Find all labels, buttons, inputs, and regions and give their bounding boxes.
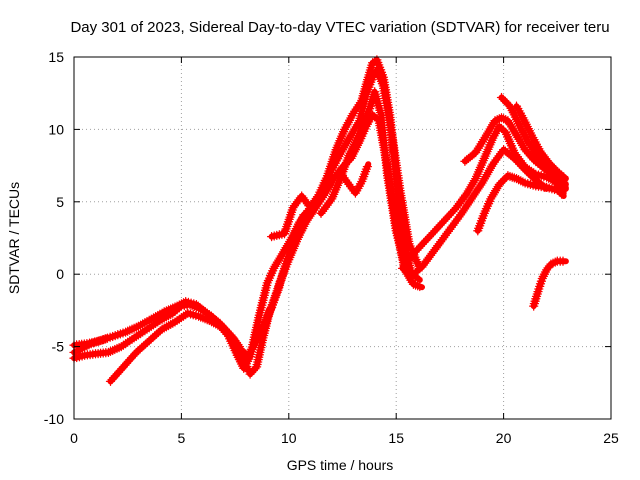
x-tick-labels: 0 5 10 15 20 25	[70, 430, 619, 446]
y-tick-label: 0	[56, 266, 64, 282]
series-markers-arc-11	[473, 171, 567, 236]
y-tick-label: 10	[48, 121, 64, 137]
grid-lines	[74, 57, 611, 419]
x-tick-label: 25	[603, 430, 619, 446]
plot-frame	[73, 56, 612, 420]
chart-title: Day 301 of 2023, Sidereal Day-to-day VTE…	[70, 19, 609, 36]
x-axis-label: GPS time / hours	[287, 457, 394, 473]
x-tick-label: 20	[496, 430, 512, 446]
y-tick-label: 5	[56, 194, 64, 210]
x-tick-label: 10	[281, 430, 297, 446]
series-markers-arc-5	[266, 191, 314, 242]
x-tick-label: 15	[388, 430, 404, 446]
series-markers-arc-3	[105, 55, 423, 387]
x-tick-label: 0	[70, 430, 78, 446]
axis-ticks	[73, 56, 612, 420]
y-tick-label: -5	[52, 339, 65, 355]
y-tick-labels: -10 -5 0 5 10 15	[44, 49, 64, 427]
series-markers-arc-9	[496, 92, 569, 187]
y-axis-label: SDTVAR / TECUs	[6, 182, 22, 294]
series-markers-arc-10	[511, 101, 569, 182]
y-tick-label: -10	[44, 411, 64, 427]
series-markers-arc-7	[397, 121, 567, 274]
series-markers-arc-13	[337, 161, 373, 198]
series-markers-arc-1	[69, 110, 425, 363]
series-markers-arc-14	[258, 303, 276, 337]
series-markers-arc-6	[316, 87, 550, 279]
series-group	[69, 55, 569, 387]
series-line-arc-1	[71, 111, 425, 362]
x-tick-label: 5	[178, 430, 186, 446]
series-markers-arc-12	[529, 256, 568, 311]
y-tick-label: 15	[48, 49, 64, 65]
